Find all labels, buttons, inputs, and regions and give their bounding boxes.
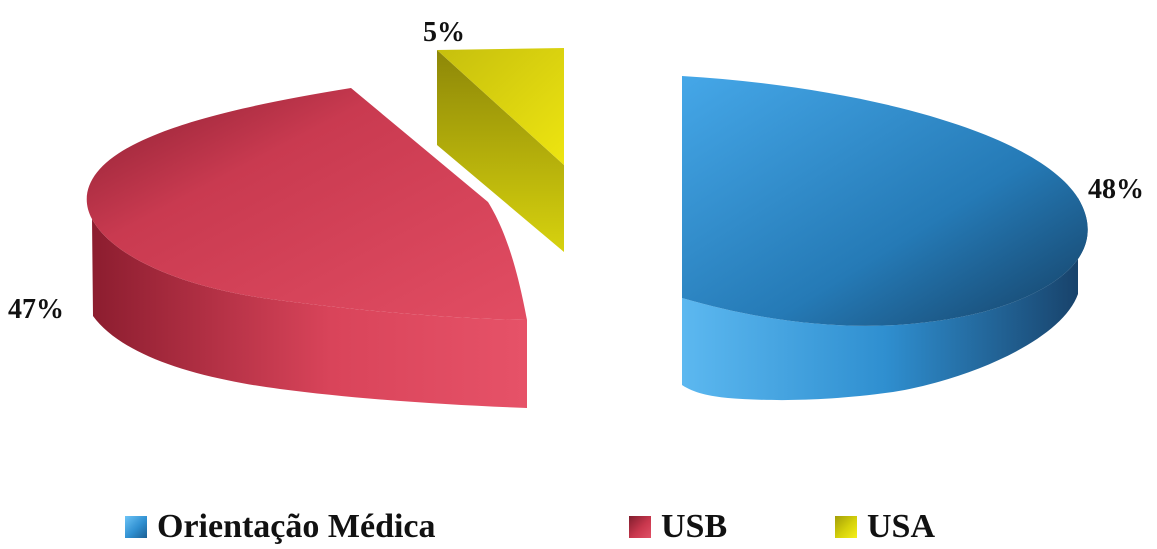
pie-slice-top-usa: [437, 48, 564, 165]
pie-slice-side-usa: [437, 50, 564, 252]
legend-swatch-usb: [629, 516, 651, 538]
legend: Orientação Médica USB USA: [0, 508, 1157, 545]
legend-item-orientacao-medica: Orientação Médica: [125, 508, 436, 545]
pie-slice-side-orientacao-medica: [682, 198, 1088, 401]
pie-slice-top-usb: [86, 88, 528, 320]
pie-chart-svg: 48% 47% 5%: [8, 17, 1144, 408]
pie-slice-side-usb: [92, 219, 527, 408]
legend-item-usa: USA: [835, 508, 936, 545]
pie-slice-orientacao-medica: [682, 76, 1088, 401]
pie-slice-usb: [86, 88, 528, 408]
data-label-orientacao-medica: 48%: [1088, 174, 1144, 205]
legend-label-orientacao-medica: Orientação Médica: [157, 508, 436, 545]
legend-label-usa: USA: [867, 508, 936, 545]
pie-slice-usa: [437, 48, 564, 252]
legend-swatch-usa: [835, 516, 857, 538]
data-label-usb: 47%: [8, 294, 64, 325]
legend-label-usb: USB: [661, 508, 728, 545]
pie-slice-top-orientacao-medica: [682, 76, 1088, 326]
legend-item-usb: USB: [629, 508, 728, 545]
legend-swatch-orientacao-medica: [125, 516, 147, 538]
data-label-usa: 5%: [423, 17, 465, 48]
